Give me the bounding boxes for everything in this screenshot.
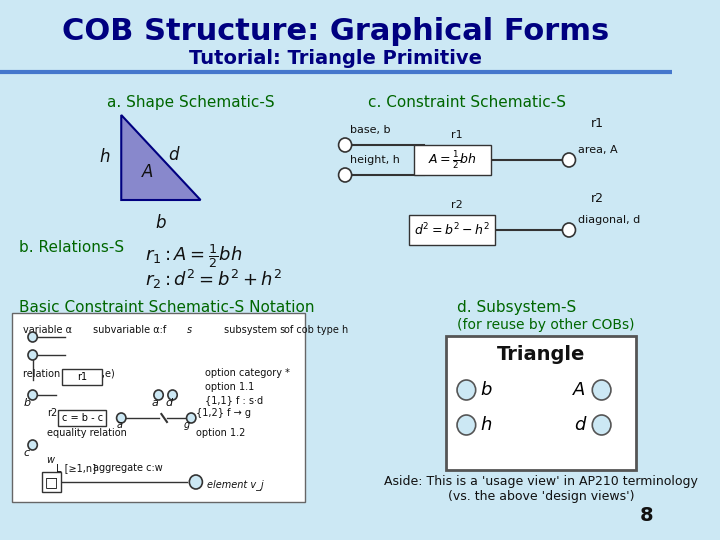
Text: r1: r1	[77, 372, 87, 382]
Circle shape	[186, 413, 196, 423]
Circle shape	[562, 153, 575, 167]
Text: a: a	[117, 420, 122, 430]
Text: r1: r1	[590, 117, 603, 130]
FancyBboxPatch shape	[410, 215, 495, 245]
Text: $r_2 : d^2 = b^2 + h^2$: $r_2 : d^2 = b^2 + h^2$	[145, 268, 282, 291]
Text: $d^2=b^2-h^2$: $d^2=b^2-h^2$	[415, 222, 490, 238]
Circle shape	[168, 390, 177, 400]
Text: A: A	[573, 381, 586, 399]
Text: □: □	[45, 475, 58, 489]
Circle shape	[28, 440, 37, 450]
Text: h: h	[480, 416, 492, 434]
Circle shape	[593, 380, 611, 400]
Text: relation r1(u,h,x,e): relation r1(u,h,x,e)	[23, 368, 115, 378]
FancyBboxPatch shape	[63, 369, 102, 385]
Text: area, A: area, A	[578, 145, 618, 155]
Text: {1,2} f → g: {1,2} f → g	[196, 408, 251, 418]
Circle shape	[457, 380, 476, 400]
Text: $r_1 : A = \frac{1}{2} bh$: $r_1 : A = \frac{1}{2} bh$	[145, 242, 242, 270]
Circle shape	[154, 390, 163, 400]
Text: b. Relations-S: b. Relations-S	[19, 240, 124, 255]
Text: h: h	[99, 148, 110, 166]
Circle shape	[338, 168, 351, 182]
Text: c: c	[23, 448, 30, 458]
Text: (for reuse by other COBs): (for reuse by other COBs)	[457, 318, 634, 332]
FancyBboxPatch shape	[446, 336, 636, 470]
Circle shape	[338, 138, 351, 152]
Text: r2: r2	[590, 192, 603, 205]
Circle shape	[28, 332, 37, 342]
Circle shape	[562, 223, 575, 237]
Text: r2: r2	[47, 408, 57, 418]
Text: d. Subsystem-S: d. Subsystem-S	[457, 300, 576, 315]
Circle shape	[593, 415, 611, 435]
Text: d: d	[168, 146, 179, 165]
Text: of cob type h: of cob type h	[284, 325, 348, 335]
Text: d: d	[165, 398, 172, 408]
Text: option category *: option category *	[205, 368, 290, 378]
Text: r1: r1	[451, 130, 463, 140]
Text: Tutorial: Triangle Primitive: Tutorial: Triangle Primitive	[189, 49, 482, 68]
FancyBboxPatch shape	[58, 410, 107, 426]
Text: a: a	[151, 398, 158, 408]
Circle shape	[28, 350, 37, 360]
Text: w: w	[47, 455, 55, 465]
Text: diagonal, d: diagonal, d	[578, 215, 641, 225]
Text: c. Constraint Schematic-S: c. Constraint Schematic-S	[369, 95, 567, 110]
FancyBboxPatch shape	[12, 313, 305, 502]
Text: height, h: height, h	[350, 155, 400, 165]
Text: a. Shape Schematic-S: a. Shape Schematic-S	[107, 95, 275, 110]
Text: subsystem s: subsystem s	[224, 325, 285, 335]
Text: equality relation: equality relation	[47, 428, 127, 438]
Text: base, b: base, b	[350, 125, 390, 135]
Text: Triangle: Triangle	[497, 346, 585, 365]
Text: s: s	[186, 325, 192, 335]
Text: A: A	[142, 163, 153, 181]
Text: COB Structure: Graphical Forms: COB Structure: Graphical Forms	[62, 17, 609, 46]
FancyBboxPatch shape	[42, 472, 60, 492]
Text: aggregate c:w: aggregate c:w	[94, 463, 163, 473]
Text: g: g	[184, 420, 190, 430]
Text: {1,1} f : s·d: {1,1} f : s·d	[205, 395, 264, 405]
Text: 8: 8	[639, 506, 653, 525]
Circle shape	[189, 475, 202, 489]
Text: b: b	[23, 398, 30, 408]
Text: subvariable α:f: subvariable α:f	[94, 325, 166, 335]
Text: b: b	[156, 214, 166, 232]
Text: d: d	[575, 416, 586, 434]
Polygon shape	[121, 115, 201, 200]
Circle shape	[457, 415, 476, 435]
Circle shape	[117, 413, 126, 423]
Text: r2: r2	[451, 200, 463, 210]
Text: Basic Constraint Schematic-S Notation: Basic Constraint Schematic-S Notation	[19, 300, 314, 315]
Text: option 1.2: option 1.2	[196, 428, 246, 438]
Text: L [≥1,n]: L [≥1,n]	[56, 463, 96, 473]
Text: Aside: This is a 'usage view' in AP210 terminology
(vs. the above 'design views': Aside: This is a 'usage view' in AP210 t…	[384, 475, 698, 503]
Text: c = b - c: c = b - c	[61, 413, 103, 423]
Text: option 1.1: option 1.1	[205, 382, 254, 392]
Text: element v_j: element v_j	[207, 479, 264, 490]
FancyBboxPatch shape	[0, 0, 672, 540]
Text: variable α: variable α	[23, 325, 72, 335]
Text: $A=\frac{1}{2}bh$: $A=\frac{1}{2}bh$	[428, 149, 477, 171]
Circle shape	[28, 390, 37, 400]
Text: b: b	[480, 381, 492, 399]
FancyBboxPatch shape	[414, 145, 490, 175]
